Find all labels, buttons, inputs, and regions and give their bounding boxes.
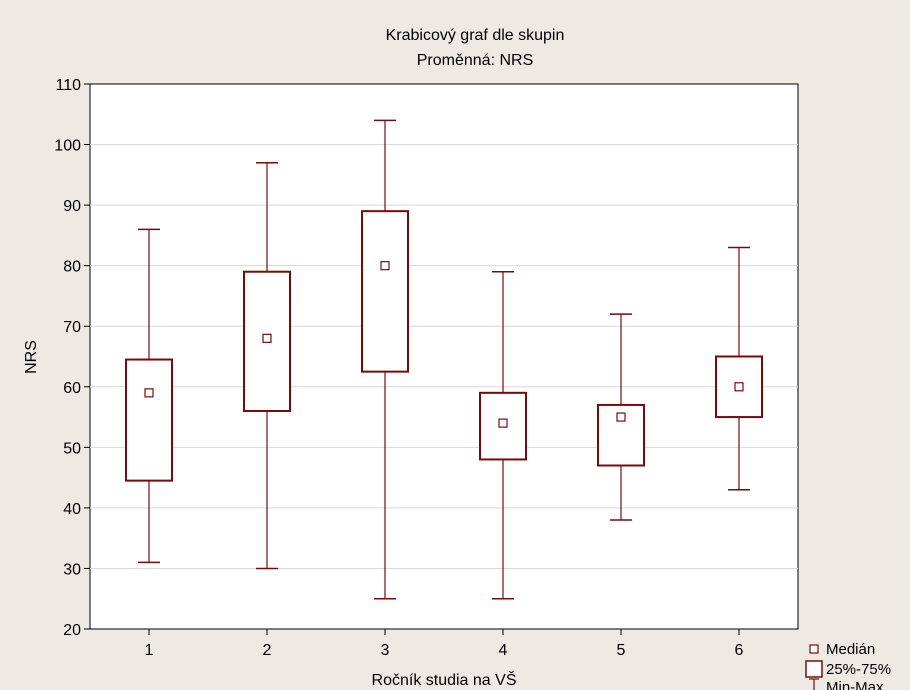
x-tick-label: 4: [499, 642, 508, 659]
x-axis-label: Ročník studia na VŠ: [372, 670, 517, 689]
box-group: [361, 119, 409, 600]
median-marker: [734, 382, 744, 392]
y-tick-label: 20: [63, 622, 81, 639]
iqr-box: [361, 210, 409, 373]
iqr-box: [125, 358, 173, 482]
legend-box-icon: [805, 660, 823, 678]
x-tick-label: 5: [617, 642, 626, 659]
plot-area: [89, 83, 799, 630]
median-marker: [380, 261, 390, 271]
median-marker: [262, 333, 272, 343]
box-group: [243, 161, 291, 570]
y-axis-label: NRS: [23, 340, 40, 374]
legend-median-icon: [809, 644, 819, 654]
x-tick-label: 2: [263, 642, 272, 659]
x-tick-label: 1: [145, 642, 154, 659]
legend-whisker-icon: [809, 678, 819, 690]
x-tick-label: 3: [381, 642, 390, 659]
box-group: [597, 313, 645, 521]
box-group: [715, 246, 763, 491]
y-tick-label: 80: [63, 259, 81, 276]
legend-label: Min-Max: [826, 679, 884, 690]
median-marker: [616, 412, 626, 422]
y-tick-label: 50: [63, 440, 81, 457]
median-marker: [144, 388, 154, 398]
y-axis: 20 30 40 50 60 70 80 90 100 110: [54, 77, 90, 639]
median-marker: [498, 418, 508, 428]
y-tick-label: 90: [63, 198, 81, 215]
x-axis: 1 2 3 4 5 6: [145, 629, 744, 659]
y-tick-label: 60: [63, 380, 81, 397]
legend-item: Medián: [809, 641, 875, 658]
legend-label: 25%-75%: [826, 661, 891, 678]
grid-lines: [90, 144, 798, 569]
y-tick-label: 40: [63, 501, 81, 518]
box-group: [479, 270, 527, 600]
y-tick-label: 100: [54, 138, 81, 155]
chart-subtitle: Proměnná: NRS: [417, 52, 534, 69]
y-tick-label: 70: [63, 319, 81, 336]
box-series: [125, 119, 763, 600]
y-tick-label: 30: [63, 561, 81, 578]
y-tick-label: 110: [55, 77, 81, 94]
box-group: [125, 228, 173, 564]
legend-item: 25%-75%: [805, 660, 891, 678]
legend-label: Medián: [826, 641, 875, 658]
legend-item: Min-Max: [809, 678, 884, 690]
legend: Medián 25%-75%Min-Max: [805, 641, 891, 690]
chart-title: Krabicový graf dle skupin: [386, 27, 565, 44]
x-tick-label: 6: [735, 642, 744, 659]
